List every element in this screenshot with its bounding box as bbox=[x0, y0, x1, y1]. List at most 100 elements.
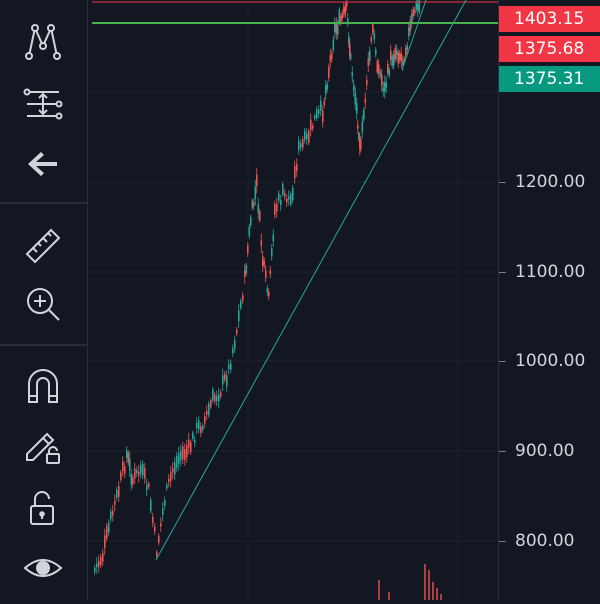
lock-drawing-icon bbox=[26, 432, 60, 464]
candle-body bbox=[286, 199, 288, 203]
candle-body bbox=[347, 18, 349, 22]
candle-body bbox=[363, 109, 365, 120]
candle-body bbox=[222, 375, 224, 385]
candle-body bbox=[323, 100, 326, 106]
candle-body bbox=[298, 141, 300, 150]
candle-body bbox=[102, 553, 104, 562]
zoom-in-button[interactable] bbox=[14, 278, 72, 330]
candle-body bbox=[400, 53, 403, 62]
fib-tool-button[interactable] bbox=[14, 78, 72, 130]
candle-body bbox=[346, 2, 348, 6]
candle-body bbox=[247, 245, 249, 254]
volume-bars bbox=[378, 564, 442, 600]
price-badge-line: 1375.31 bbox=[499, 66, 600, 92]
candle-body bbox=[98, 560, 100, 567]
candle-body bbox=[316, 109, 318, 119]
candle-body bbox=[114, 501, 116, 505]
candle-body bbox=[300, 143, 302, 148]
candle-body bbox=[369, 50, 371, 62]
candle-body bbox=[127, 452, 130, 464]
candle-body bbox=[337, 24, 339, 35]
candle-body bbox=[148, 483, 150, 488]
ruler-button[interactable] bbox=[14, 220, 72, 272]
price-tick-mark bbox=[499, 451, 506, 452]
candle-body bbox=[144, 468, 146, 479]
candle-body bbox=[350, 54, 352, 59]
candle-body bbox=[417, 4, 419, 11]
price-tick-mark bbox=[499, 541, 506, 542]
candle-body bbox=[256, 174, 258, 187]
candle-body bbox=[216, 395, 218, 401]
back-button[interactable] bbox=[14, 138, 72, 190]
candle-body bbox=[394, 47, 397, 60]
candle-body bbox=[396, 50, 398, 55]
candle-body bbox=[152, 517, 154, 523]
candle-body bbox=[338, 9, 341, 23]
trend-line[interactable] bbox=[155, 0, 467, 561]
candle-body bbox=[340, 16, 342, 23]
candle-body bbox=[366, 79, 368, 85]
magnet-button[interactable] bbox=[14, 360, 72, 412]
candle-body bbox=[376, 60, 379, 73]
candle-body bbox=[412, 9, 415, 16]
candle-body bbox=[325, 85, 327, 95]
toolbar-divider bbox=[0, 202, 87, 204]
candle-body bbox=[370, 37, 373, 42]
candle-body bbox=[402, 61, 404, 65]
candle-body bbox=[204, 416, 206, 424]
pattern-tool-button[interactable] bbox=[14, 16, 72, 68]
candle-body bbox=[220, 392, 222, 397]
candle-body bbox=[335, 22, 338, 34]
unlock-button[interactable] bbox=[14, 482, 72, 534]
candle-body bbox=[415, 1, 418, 10]
candle-body bbox=[100, 556, 102, 565]
candle-body bbox=[142, 463, 144, 476]
candles bbox=[94, 0, 421, 576]
chart-canvas[interactable] bbox=[88, 0, 498, 600]
candle-body bbox=[188, 439, 190, 448]
candle-body bbox=[259, 211, 261, 221]
candle-body bbox=[418, 0, 421, 13]
candle-body bbox=[234, 340, 236, 349]
candle-body bbox=[357, 124, 359, 129]
candle-body bbox=[278, 193, 280, 201]
ruler-icon bbox=[25, 228, 61, 264]
candlestick-chart[interactable] bbox=[88, 0, 498, 600]
price-badge-label: 1375.31 bbox=[514, 69, 585, 89]
candle-body bbox=[132, 477, 134, 484]
candle-body bbox=[360, 138, 362, 150]
candle-body bbox=[136, 470, 138, 474]
candle-body bbox=[326, 83, 329, 90]
candle-body bbox=[385, 82, 388, 88]
visibility-button[interactable] bbox=[14, 542, 72, 594]
candle-body bbox=[388, 69, 391, 76]
candle-body bbox=[108, 522, 110, 533]
candle-body bbox=[290, 193, 292, 205]
candle-body bbox=[373, 32, 376, 40]
candle-body bbox=[118, 486, 120, 497]
candle-body bbox=[150, 499, 152, 512]
candle-body bbox=[254, 186, 257, 200]
candle-body bbox=[361, 121, 364, 133]
price-tick-label: 800.00 bbox=[515, 531, 575, 551]
candle-body bbox=[200, 426, 202, 433]
candle-body bbox=[341, 12, 344, 19]
candle-body bbox=[166, 484, 168, 489]
volume-bar bbox=[428, 570, 430, 600]
candle-body bbox=[124, 466, 126, 474]
candle-body bbox=[172, 468, 174, 473]
candle-body bbox=[268, 291, 270, 297]
price-tick-mark bbox=[499, 182, 506, 183]
volume-bar bbox=[424, 564, 426, 600]
candle-body bbox=[122, 461, 124, 472]
candle-body bbox=[96, 563, 98, 568]
trend-line-upper[interactable] bbox=[401, 0, 427, 71]
candle-body bbox=[296, 164, 298, 172]
lock-drawing-button[interactable] bbox=[14, 418, 72, 470]
price-axis[interactable]: 1200.00 1100.00 1000.00 900.00 800.00 1403.1… bbox=[498, 0, 600, 600]
candle-body bbox=[226, 375, 228, 387]
candle-body bbox=[212, 389, 214, 401]
volume-bar bbox=[432, 582, 434, 600]
candle-body bbox=[134, 468, 136, 479]
price-tick-label: 1000.00 bbox=[515, 351, 586, 371]
